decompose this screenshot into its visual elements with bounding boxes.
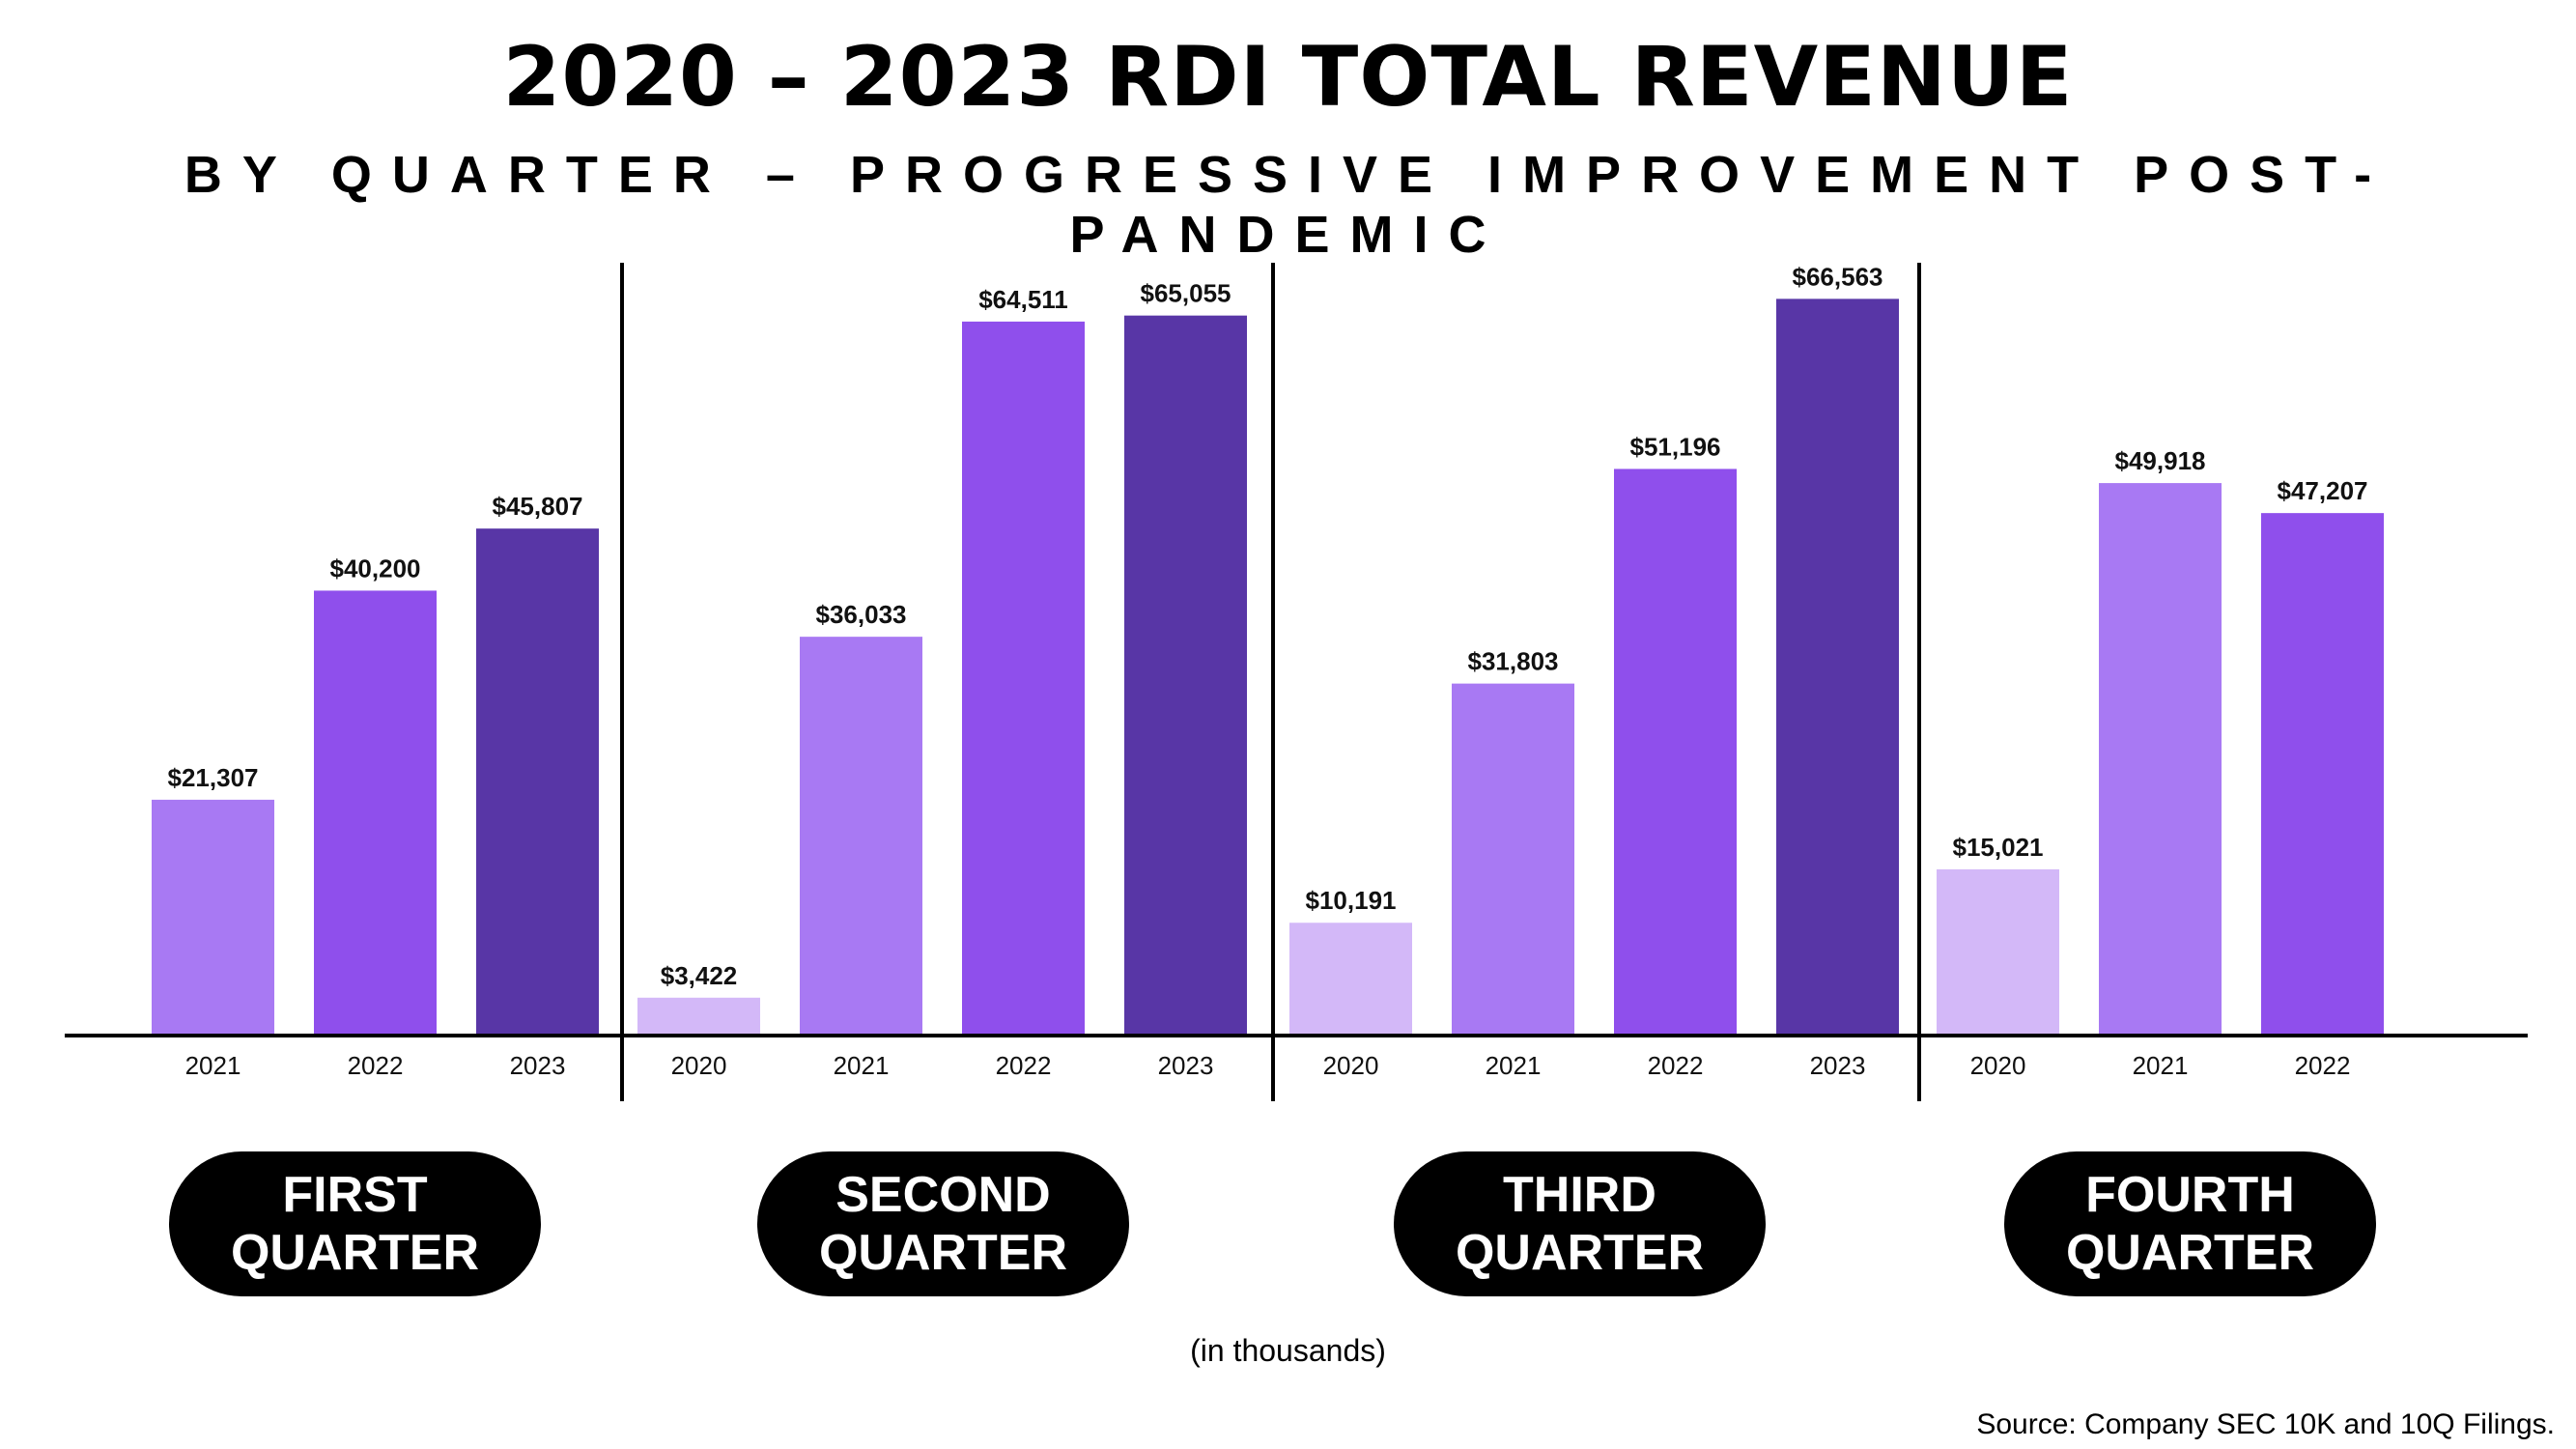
- x-tick-label: 2022: [996, 1051, 1052, 1080]
- quarter-label-fourth: FOURTH QUARTER: [2004, 1151, 2376, 1296]
- data-label: $47,207: [2278, 476, 2368, 505]
- data-label: $45,807: [493, 492, 583, 521]
- x-tick-label: 2020: [1323, 1051, 1379, 1080]
- x-tick-label: 2021: [1486, 1051, 1542, 1080]
- data-label: $65,055: [1141, 279, 1231, 308]
- bar-q4-2022: [2261, 513, 2384, 1036]
- quarter-label-line-2: QUARTER: [818, 1225, 1068, 1281]
- data-label: $40,200: [330, 554, 421, 582]
- x-tick-label: 2021: [185, 1051, 241, 1080]
- data-label: $36,033: [816, 600, 907, 629]
- quarter-label-line-1: FOURTH: [2085, 1167, 2295, 1223]
- x-tick-label: 2023: [1158, 1051, 1214, 1080]
- x-tick-label: 2020: [671, 1051, 727, 1080]
- quarter-label-line-1: THIRD: [1503, 1167, 1656, 1223]
- bar-q2-2020: [637, 997, 760, 1036]
- x-tick-label: 2023: [1810, 1051, 1866, 1080]
- quarter-label-line-2: QUARTER: [2065, 1225, 2315, 1281]
- bar-q4-2020: [1937, 868, 2059, 1036]
- bar-q3-2023: [1776, 298, 1899, 1037]
- data-label: $51,196: [1630, 432, 1721, 461]
- bar-q1-2022: [314, 590, 437, 1036]
- chart-subtitle: BY QUARTER – PROGRESSIVE IMPROVEMENT POS…: [184, 146, 2392, 264]
- bar-q4-2021: [2099, 483, 2222, 1036]
- data-label: $66,563: [1793, 262, 1883, 291]
- bar-q2-2021: [800, 637, 922, 1036]
- quarter-label-third: THIRD QUARTER: [1394, 1151, 1766, 1296]
- data-label: $49,918: [2115, 446, 2206, 475]
- x-tick-label: 2022: [2295, 1051, 2351, 1080]
- units-note: (in thousands): [1190, 1333, 1386, 1368]
- x-tick-label: 2023: [510, 1051, 566, 1080]
- quarter-label-first: FIRST QUARTER: [169, 1151, 541, 1296]
- data-label: $64,511: [978, 285, 1068, 314]
- bar-q2-2023: [1124, 315, 1247, 1036]
- quarter-label-line-1: FIRST: [282, 1167, 428, 1223]
- x-tick-label: 2020: [1970, 1051, 2026, 1080]
- data-label: $15,021: [1953, 833, 2044, 862]
- data-label: $10,191: [1306, 886, 1397, 915]
- data-label: $21,307: [168, 763, 259, 792]
- quarter-label-line-2: QUARTER: [1455, 1225, 1705, 1281]
- quarter-label-line-2: QUARTER: [230, 1225, 480, 1281]
- bar-q3-2022: [1614, 469, 1737, 1036]
- data-label: $3,422: [661, 961, 738, 990]
- x-tick-label: 2021: [2133, 1051, 2189, 1080]
- quarter-label-line-1: SECOND: [835, 1167, 1051, 1223]
- data-label: $31,803: [1468, 647, 1559, 676]
- quarter-label-second: SECOND QUARTER: [757, 1151, 1129, 1296]
- bar-q2-2022: [962, 321, 1085, 1036]
- bar-q1-2023: [476, 528, 599, 1036]
- x-tick-label: 2022: [1648, 1051, 1704, 1080]
- bar-q3-2020: [1289, 923, 1412, 1036]
- chart-title: 2020 – 2023 RDI TOTAL REVENUE: [502, 29, 2074, 126]
- x-tick-label: 2021: [834, 1051, 890, 1080]
- source-note: Source: Company SEC 10K and 10Q Filings.: [1976, 1408, 2555, 1440]
- bar-q3-2021: [1452, 683, 1574, 1036]
- x-tick-label: 2022: [348, 1051, 404, 1080]
- bar-q1-2021: [152, 799, 274, 1036]
